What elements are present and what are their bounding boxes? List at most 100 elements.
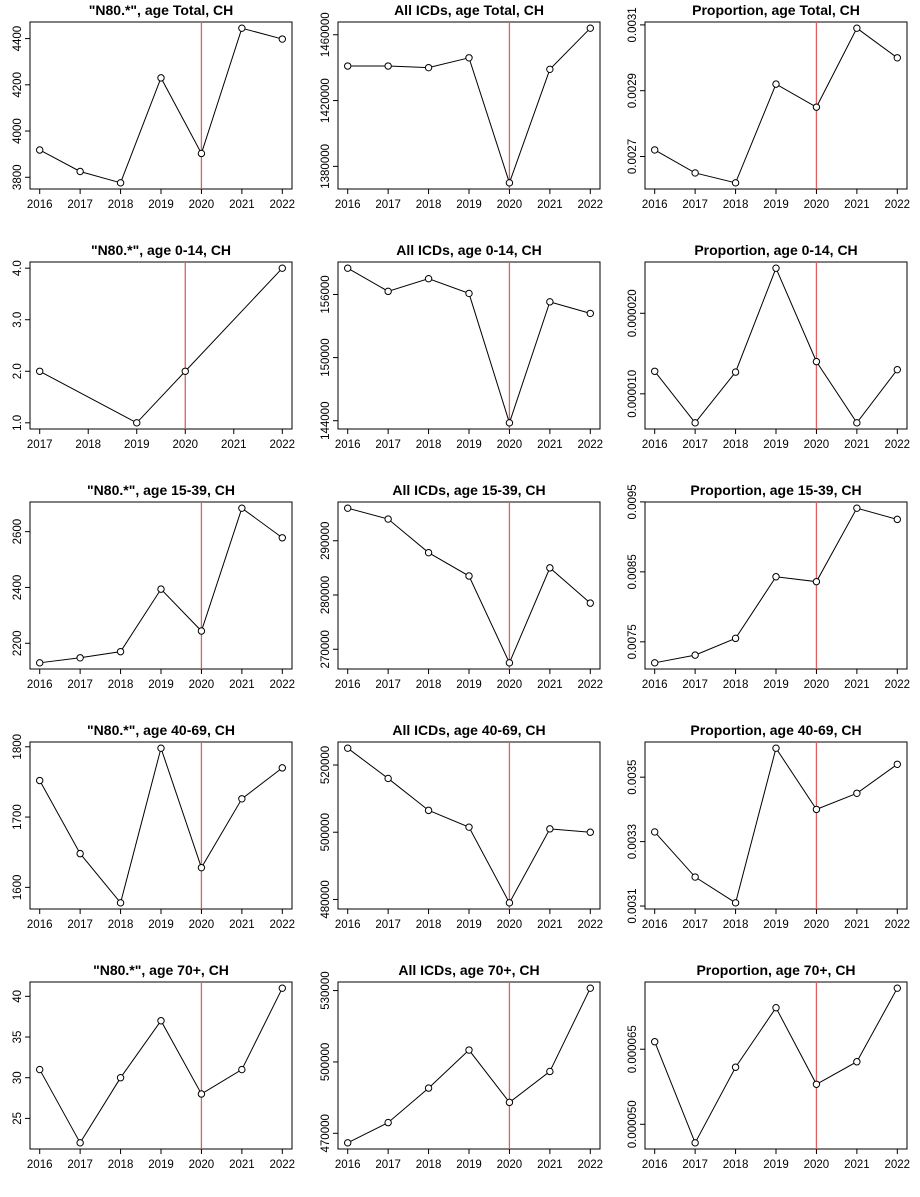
chart-panel-3: Proportion, age Total, CH 2016 2017 2018 201…	[615, 0, 920, 237]
x-tick-label: 2016	[642, 1159, 668, 1171]
data-point	[812, 357, 821, 366]
y-tick-label: 0.0029	[627, 73, 639, 108]
data-point	[651, 367, 659, 375]
y-tick-label: 3.0	[12, 312, 24, 328]
data-point	[853, 789, 861, 797]
x-tick-label: 2018	[723, 919, 749, 931]
data-point	[238, 504, 246, 512]
data-point	[893, 760, 901, 768]
x-tick-label: 2021	[844, 439, 870, 451]
data-point	[344, 744, 352, 752]
chart-title: All ICDs, age Total, CH	[394, 2, 544, 18]
chart-svg: Proportion, age 15-39, CH 2016 2017 2018 201…	[627, 482, 910, 691]
chart-panel-13: "N80.*", age 70+, CH 2016 2017 2018 2019 2020…	[0, 960, 306, 1197]
data-point	[36, 776, 44, 785]
data-point	[344, 62, 352, 70]
series-line	[654, 746, 898, 904]
x-tick-label: 2019	[124, 439, 150, 451]
data-point	[36, 659, 44, 667]
data-point	[181, 367, 189, 375]
chart-svg: "N80.*", age 15-39, CH 2016 2017 2018 2019 20…	[12, 482, 295, 691]
series-line	[654, 507, 898, 664]
chart-title: "N80.*", age Total, CH	[89, 2, 234, 18]
x-tick-label: 2017	[375, 919, 401, 931]
y-tick-label: 1700	[12, 804, 24, 830]
data-point	[853, 1058, 861, 1066]
x-tick-label: 2022	[577, 919, 603, 931]
x-tick-label: 2021	[844, 199, 870, 211]
data-point	[586, 309, 594, 318]
data-point	[384, 774, 392, 783]
data-point	[651, 828, 659, 836]
x-tick-label: 2017	[682, 919, 708, 931]
data-point	[36, 146, 44, 154]
y-tick-label: 144000	[320, 402, 332, 440]
x-tick-label: 2018	[416, 439, 442, 451]
data-point	[586, 24, 594, 32]
x-tick-label: 2021	[844, 679, 870, 691]
data-point	[278, 984, 286, 992]
data-point	[505, 179, 514, 187]
data-point	[197, 863, 206, 872]
x-tick-label: 2017	[682, 439, 708, 451]
series-line	[39, 267, 283, 424]
x-tick-label: 2022	[884, 679, 910, 691]
x-tick-label: 2019	[456, 439, 482, 451]
data-point	[424, 806, 433, 815]
x-tick-label: 2016	[642, 439, 668, 451]
y-tick-label: 2600	[12, 519, 24, 545]
data-point	[691, 873, 699, 881]
data-point	[546, 1067, 554, 1076]
y-tick-label: 1420000	[320, 78, 332, 123]
plot-frame	[644, 501, 908, 670]
data-point	[238, 24, 246, 32]
x-tick-label: 2018	[108, 919, 134, 931]
data-point	[76, 1139, 84, 1147]
chart-panel-9: Proportion, age 15-39, CH 2016 2017 2018 201…	[615, 480, 920, 717]
data-point	[546, 65, 554, 74]
x-tick-label: 2016	[27, 199, 53, 211]
chart-svg: All ICDs, age 40-69, CH 2016 2017 2018 2019 2…	[320, 722, 603, 931]
data-point	[157, 744, 165, 752]
data-point	[691, 1139, 699, 1147]
data-point	[424, 63, 433, 72]
data-point	[197, 627, 206, 635]
y-tick-label: 1460000	[320, 12, 332, 57]
data-point	[586, 599, 594, 607]
x-tick-label: 2022	[884, 199, 910, 211]
data-point	[116, 899, 125, 907]
data-point	[36, 367, 44, 375]
x-tick-label: 2022	[269, 439, 295, 451]
chart-title: "N80.*", age 15-39, CH	[87, 482, 235, 498]
x-tick-label: 2016	[27, 679, 53, 691]
data-point	[812, 1080, 821, 1088]
chart-svg: "N80.*", age 40-69, CH 2016 2017 2018 2019 20…	[12, 722, 295, 931]
x-tick-label: 2020	[189, 919, 215, 931]
data-point	[731, 179, 740, 187]
x-tick-label: 2020	[497, 199, 523, 211]
data-point	[278, 764, 286, 772]
y-tick-label: 35	[12, 1031, 24, 1044]
x-tick-label: 2019	[456, 679, 482, 691]
chart-panel-11: All ICDs, age 40-69, CH 2016 2017 2018 2019 2…	[308, 720, 614, 957]
chart-panel-2: All ICDs, age Total, CH 2016 2017 2018 2019 2…	[308, 0, 614, 237]
x-tick-label: 2017	[375, 199, 401, 211]
chart-title: "N80.*", age 70+, CH	[93, 962, 229, 978]
x-tick-label: 2022	[884, 1159, 910, 1171]
data-point	[505, 1098, 514, 1107]
x-tick-label: 2021	[229, 679, 255, 691]
y-tick-label: 4400	[12, 26, 24, 52]
series-line	[347, 27, 591, 185]
data-point	[691, 169, 699, 177]
data-point	[36, 1065, 44, 1074]
chart-svg: Proportion, age Total, CH 2016 2017 2018 201…	[627, 2, 910, 211]
data-point	[238, 1065, 246, 1074]
x-tick-label: 2019	[763, 679, 789, 691]
x-tick-label: 2016	[27, 919, 53, 931]
x-tick-label: 2021	[537, 199, 563, 211]
y-tick-label: 3800	[12, 164, 24, 190]
series-line	[347, 987, 591, 1144]
data-point	[424, 275, 433, 283]
series-line	[654, 27, 898, 184]
x-tick-label: 2018	[723, 679, 749, 691]
